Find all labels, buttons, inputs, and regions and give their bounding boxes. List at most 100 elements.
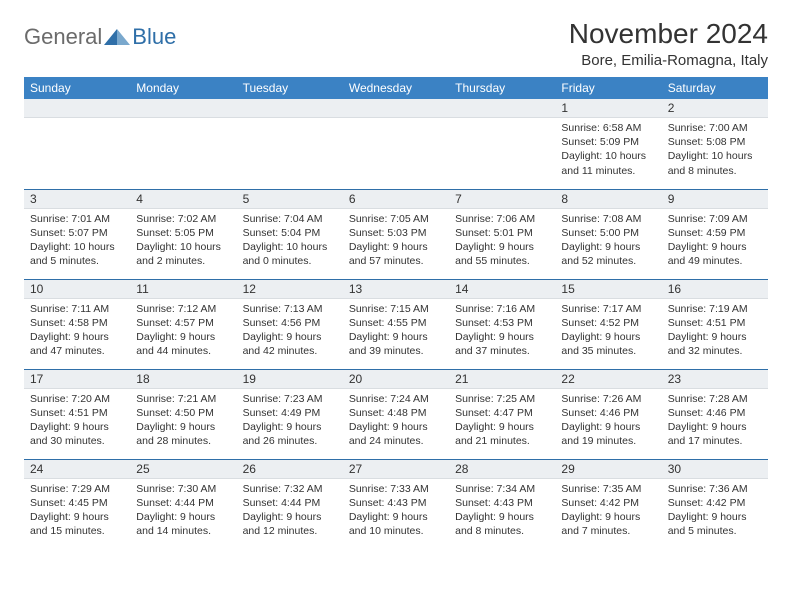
sunset-text: Sunset: 4:53 PM — [455, 316, 549, 330]
calendar-table: Sunday Monday Tuesday Wednesday Thursday… — [24, 77, 768, 549]
day-number: 3 — [24, 190, 130, 209]
sunset-text: Sunset: 5:01 PM — [455, 226, 549, 240]
sunrise-text: Sunrise: 7:09 AM — [668, 212, 762, 226]
sunrise-text: Sunrise: 7:01 AM — [30, 212, 124, 226]
day-content: Sunrise: 7:09 AMSunset: 4:59 PMDaylight:… — [662, 209, 768, 272]
weekday-header: Thursday — [449, 77, 555, 99]
day-content: Sunrise: 7:29 AMSunset: 4:45 PMDaylight:… — [24, 479, 130, 542]
sunrise-text: Sunrise: 7:00 AM — [668, 121, 762, 135]
calendar-day-cell: 20Sunrise: 7:24 AMSunset: 4:48 PMDayligh… — [343, 369, 449, 459]
day-number: 7 — [449, 190, 555, 209]
sunrise-text: Sunrise: 7:32 AM — [243, 482, 337, 496]
day-number: 30 — [662, 460, 768, 479]
logo-triangle-icon — [104, 27, 130, 47]
weekday-header: Friday — [555, 77, 661, 99]
sunrise-text: Sunrise: 7:02 AM — [136, 212, 230, 226]
day-number: 16 — [662, 280, 768, 299]
calendar-day-cell: 5Sunrise: 7:04 AMSunset: 5:04 PMDaylight… — [237, 189, 343, 279]
calendar-day-cell: 12Sunrise: 7:13 AMSunset: 4:56 PMDayligh… — [237, 279, 343, 369]
sunset-text: Sunset: 5:08 PM — [668, 135, 762, 149]
daylight-text: Daylight: 9 hours and 14 minutes. — [136, 510, 230, 538]
calendar-day-cell: 15Sunrise: 7:17 AMSunset: 4:52 PMDayligh… — [555, 279, 661, 369]
sunrise-text: Sunrise: 7:15 AM — [349, 302, 443, 316]
day-number: 25 — [130, 460, 236, 479]
calendar-day-cell: 29Sunrise: 7:35 AMSunset: 4:42 PMDayligh… — [555, 459, 661, 549]
sunrise-text: Sunrise: 7:30 AM — [136, 482, 230, 496]
daylight-text: Daylight: 9 hours and 32 minutes. — [668, 330, 762, 358]
day-content: Sunrise: 7:01 AMSunset: 5:07 PMDaylight:… — [24, 209, 130, 272]
sunset-text: Sunset: 4:56 PM — [243, 316, 337, 330]
sunrise-text: Sunrise: 7:04 AM — [243, 212, 337, 226]
day-content: Sunrise: 6:58 AMSunset: 5:09 PMDaylight:… — [555, 118, 661, 181]
calendar-day-cell: 14Sunrise: 7:16 AMSunset: 4:53 PMDayligh… — [449, 279, 555, 369]
sunrise-text: Sunrise: 7:19 AM — [668, 302, 762, 316]
daylight-text: Daylight: 9 hours and 52 minutes. — [561, 240, 655, 268]
sunset-text: Sunset: 4:43 PM — [349, 496, 443, 510]
day-number: 12 — [237, 280, 343, 299]
day-content: Sunrise: 7:16 AMSunset: 4:53 PMDaylight:… — [449, 299, 555, 362]
day-number: 11 — [130, 280, 236, 299]
weekday-header-row: Sunday Monday Tuesday Wednesday Thursday… — [24, 77, 768, 99]
daylight-text: Daylight: 10 hours and 0 minutes. — [243, 240, 337, 268]
day-content: Sunrise: 7:35 AMSunset: 4:42 PMDaylight:… — [555, 479, 661, 542]
daylight-text: Daylight: 9 hours and 8 minutes. — [455, 510, 549, 538]
daylight-text: Daylight: 10 hours and 11 minutes. — [561, 149, 655, 177]
calendar-week-row: 17Sunrise: 7:20 AMSunset: 4:51 PMDayligh… — [24, 369, 768, 459]
daylight-text: Daylight: 9 hours and 24 minutes. — [349, 420, 443, 448]
sunrise-text: Sunrise: 7:35 AM — [561, 482, 655, 496]
calendar-day-cell: 22Sunrise: 7:26 AMSunset: 4:46 PMDayligh… — [555, 369, 661, 459]
daylight-text: Daylight: 9 hours and 49 minutes. — [668, 240, 762, 268]
sunset-text: Sunset: 4:51 PM — [30, 406, 124, 420]
day-content: Sunrise: 7:21 AMSunset: 4:50 PMDaylight:… — [130, 389, 236, 452]
day-number: 27 — [343, 460, 449, 479]
day-number — [343, 99, 449, 118]
day-content: Sunrise: 7:02 AMSunset: 5:05 PMDaylight:… — [130, 209, 236, 272]
daylight-text: Daylight: 9 hours and 21 minutes. — [455, 420, 549, 448]
day-content: Sunrise: 7:17 AMSunset: 4:52 PMDaylight:… — [555, 299, 661, 362]
day-number: 10 — [24, 280, 130, 299]
day-number: 20 — [343, 370, 449, 389]
weekday-header: Tuesday — [237, 77, 343, 99]
day-content: Sunrise: 7:11 AMSunset: 4:58 PMDaylight:… — [24, 299, 130, 362]
sunset-text: Sunset: 4:46 PM — [561, 406, 655, 420]
calendar-day-cell: 24Sunrise: 7:29 AMSunset: 4:45 PMDayligh… — [24, 459, 130, 549]
calendar-day-cell: 17Sunrise: 7:20 AMSunset: 4:51 PMDayligh… — [24, 369, 130, 459]
day-content: Sunrise: 7:12 AMSunset: 4:57 PMDaylight:… — [130, 299, 236, 362]
sunset-text: Sunset: 4:47 PM — [455, 406, 549, 420]
daylight-text: Daylight: 9 hours and 37 minutes. — [455, 330, 549, 358]
daylight-text: Daylight: 9 hours and 15 minutes. — [30, 510, 124, 538]
daylight-text: Daylight: 9 hours and 26 minutes. — [243, 420, 337, 448]
day-number — [237, 99, 343, 118]
calendar-day-cell: 21Sunrise: 7:25 AMSunset: 4:47 PMDayligh… — [449, 369, 555, 459]
daylight-text: Daylight: 10 hours and 5 minutes. — [30, 240, 124, 268]
day-number: 26 — [237, 460, 343, 479]
day-number: 22 — [555, 370, 661, 389]
daylight-text: Daylight: 9 hours and 19 minutes. — [561, 420, 655, 448]
daylight-text: Daylight: 9 hours and 57 minutes. — [349, 240, 443, 268]
sunset-text: Sunset: 4:49 PM — [243, 406, 337, 420]
calendar-day-cell: 11Sunrise: 7:12 AMSunset: 4:57 PMDayligh… — [130, 279, 236, 369]
day-number: 23 — [662, 370, 768, 389]
calendar-day-cell: 19Sunrise: 7:23 AMSunset: 4:49 PMDayligh… — [237, 369, 343, 459]
daylight-text: Daylight: 9 hours and 39 minutes. — [349, 330, 443, 358]
calendar-week-row: 3Sunrise: 7:01 AMSunset: 5:07 PMDaylight… — [24, 189, 768, 279]
weekday-header: Saturday — [662, 77, 768, 99]
sunset-text: Sunset: 4:45 PM — [30, 496, 124, 510]
sunset-text: Sunset: 4:42 PM — [561, 496, 655, 510]
day-number: 6 — [343, 190, 449, 209]
day-content: Sunrise: 7:32 AMSunset: 4:44 PMDaylight:… — [237, 479, 343, 542]
calendar-day-cell: 30Sunrise: 7:36 AMSunset: 4:42 PMDayligh… — [662, 459, 768, 549]
day-content: Sunrise: 7:30 AMSunset: 4:44 PMDaylight:… — [130, 479, 236, 542]
sunset-text: Sunset: 4:46 PM — [668, 406, 762, 420]
day-number: 24 — [24, 460, 130, 479]
location: Bore, Emilia-Romagna, Italy — [569, 52, 768, 69]
day-number: 18 — [130, 370, 236, 389]
day-content: Sunrise: 7:25 AMSunset: 4:47 PMDaylight:… — [449, 389, 555, 452]
day-number: 8 — [555, 190, 661, 209]
sunset-text: Sunset: 4:59 PM — [668, 226, 762, 240]
title-block: November 2024 Bore, Emilia-Romagna, Ital… — [569, 18, 768, 69]
daylight-text: Daylight: 9 hours and 44 minutes. — [136, 330, 230, 358]
sunrise-text: Sunrise: 7:28 AM — [668, 392, 762, 406]
daylight-text: Daylight: 9 hours and 47 minutes. — [30, 330, 124, 358]
day-number: 1 — [555, 99, 661, 118]
